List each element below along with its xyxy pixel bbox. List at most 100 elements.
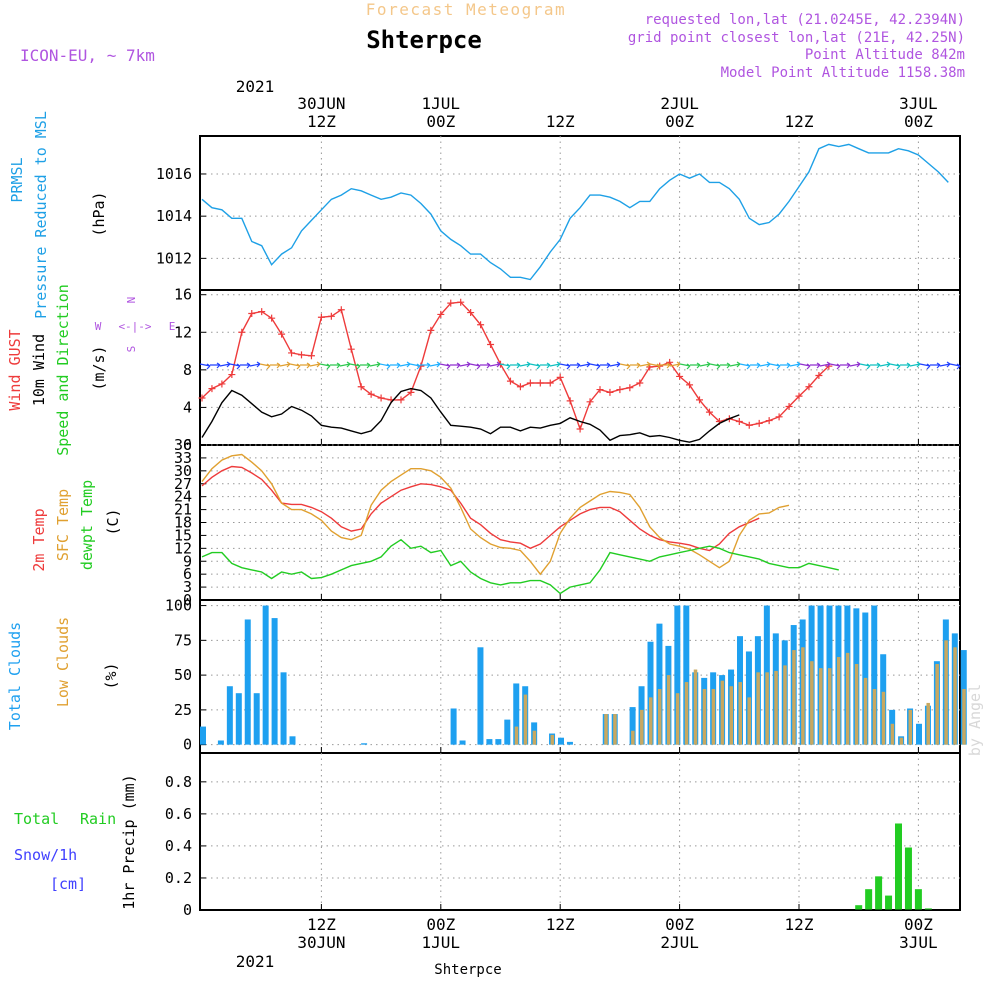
gust-marker (745, 421, 753, 429)
low-cloud-bar (523, 694, 528, 745)
panel-labels: PRMSL Pressure Reduced to MSL (hPa) Wind… (6, 111, 175, 910)
total-cloud-bar (504, 719, 511, 745)
point-altitude: Point Altitude 842m (805, 47, 965, 63)
wind-arrows (199, 361, 961, 370)
wind-arrow-icon (469, 363, 481, 370)
series-10m-wind (201, 387, 740, 443)
low-cloud-bar (828, 668, 832, 745)
header: Forecast Meteogram Shterpce ICON-EU, ~ 7… (20, 0, 984, 978)
grid-coords: grid point closest lon,lat (21E, 42.25N) (628, 30, 965, 46)
gust-marker (735, 418, 743, 426)
gust-marker (397, 396, 405, 404)
wind-arrow-icon (259, 363, 271, 370)
ytick-label: 0 (183, 436, 192, 454)
gust-marker (526, 379, 534, 387)
gust-marker (447, 299, 455, 307)
low-cloud-bar (640, 709, 644, 745)
low-cloud-bar (872, 689, 877, 745)
total-cloud-bar (235, 693, 242, 745)
gust-marker (337, 306, 345, 314)
ytick-label: 9 (183, 552, 192, 570)
low-cloud-bar (747, 697, 751, 745)
subtitle: Forecast Meteogram (366, 0, 566, 19)
total-cloud-bar (629, 707, 636, 745)
wind-arrow-icon (870, 362, 881, 369)
gust-marker (377, 394, 385, 402)
low-cloud-bar (953, 647, 957, 745)
low-cloud-bar (631, 730, 635, 745)
credit-watermark: by Angel (966, 684, 984, 756)
gust-marker (556, 373, 564, 381)
gust-marker (765, 417, 773, 425)
wind-arrow-icon (289, 363, 301, 370)
wind-arrow-icon (399, 361, 411, 368)
rain-label-b: Rain (80, 810, 116, 828)
ytick-label: 0.8 (165, 773, 192, 791)
wind-arrow-icon (349, 363, 361, 370)
bottom-date-label: 30JUN (297, 933, 345, 952)
gust-marker (696, 396, 703, 404)
gust-marker (427, 326, 435, 334)
wind-arrow-icon (769, 363, 781, 370)
low-cloud-bar (693, 669, 698, 745)
ytick-label: 30 (174, 462, 192, 480)
rain-bar (865, 889, 873, 910)
panel-4: 0 0.2 0.4 0.6 0.8 (165, 752, 961, 919)
wind-arrow-icon (279, 361, 291, 368)
gust-marker (298, 351, 305, 359)
low-cloud-bar (899, 737, 904, 745)
panel-1: 0 4 8 12 16 (174, 286, 961, 454)
gust-marker (307, 352, 315, 360)
low-cloud-bar (774, 670, 778, 745)
total-cloud-bar (513, 683, 520, 745)
gust-marker (288, 349, 296, 357)
wind-arrow-icon (450, 362, 461, 369)
ytick-label: 0.6 (165, 805, 192, 823)
total-cloud-bar (450, 708, 457, 745)
total-clouds-label: Total Clouds (6, 622, 24, 730)
gust-marker (606, 388, 614, 396)
low-cloud-bar (756, 672, 760, 745)
total-cloud-bar (262, 605, 269, 745)
ytick-label: 75 (174, 631, 192, 649)
wind-arrow-icon (480, 362, 491, 369)
low-cloud-bar (863, 677, 868, 745)
top-hour-label: 00Z (426, 112, 455, 131)
total-cloud-bar (459, 740, 466, 745)
ytick-label: 16 (174, 286, 192, 304)
ytick-label: 1016 (156, 165, 192, 183)
gust-marker (467, 309, 475, 317)
gust-marker (546, 379, 554, 387)
gust-marker (616, 386, 624, 394)
low-cloud-bar (657, 689, 662, 745)
panel-0: 1012 1014 1016 (156, 135, 961, 291)
low-cloud-bar (720, 680, 725, 745)
bottom-hour-label: 12Z (785, 915, 814, 934)
low-cloud-bar (881, 691, 886, 745)
total-cloud-bar (486, 739, 493, 745)
low-cloud-bar (890, 723, 895, 745)
ytick-label: 0.2 (165, 869, 192, 887)
low-cloud-bar (711, 689, 716, 745)
bottom-date-label: 2JUL (660, 933, 699, 952)
ytick-label: 33 (174, 449, 192, 467)
gust-marker (278, 330, 286, 338)
bottom-hour-label: 00Z (904, 915, 933, 934)
wind-arrow-icon (630, 362, 641, 369)
clouds-unit: (%) (102, 662, 120, 689)
pressure-label: PRMSL (8, 157, 26, 202)
wind-arrow-icon (579, 361, 591, 368)
low-cloud-bar (649, 697, 653, 745)
low-cloud-bar (792, 650, 796, 745)
model-label: ICON-EU, ~ 7km (20, 46, 155, 65)
gust-marker (795, 392, 803, 400)
wind-arrow-icon (639, 361, 651, 368)
total-cloud-bar (200, 726, 206, 745)
gust-marker (815, 371, 823, 379)
precip-unit: 1hr Precip (mm) (120, 774, 138, 909)
gust-marker (676, 372, 684, 380)
bottom-date-label: 3JUL (899, 933, 938, 952)
wind-arrow-icon (619, 363, 631, 370)
gust-marker (477, 321, 485, 329)
low-cloud-bar (613, 714, 617, 745)
